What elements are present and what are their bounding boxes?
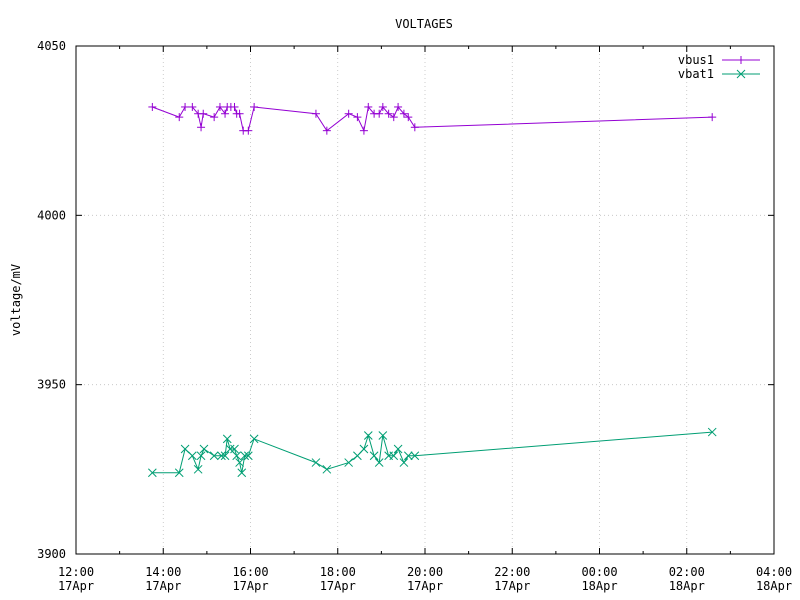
x-tick-label-date: 18Apr [581, 579, 617, 593]
x-tick-label-time: 12:00 [58, 565, 94, 579]
data-point-vbus1 [364, 102, 373, 111]
data-point-vbus1 [175, 113, 184, 122]
data-point-vbat1 [374, 458, 384, 467]
data-point-vbat1 [403, 451, 413, 461]
data-point-vbus1 [221, 109, 230, 118]
series-line-vbat1 [152, 431, 713, 474]
legend-marker-vbus1 [737, 56, 745, 64]
data-point-vbus1 [250, 102, 259, 111]
data-point-vbat1 [707, 427, 717, 437]
data-point-vbat1 [243, 451, 253, 461]
data-point-vbus1 [188, 102, 197, 111]
series-vbus1 [148, 102, 717, 135]
y-tick-label: 4050 [37, 39, 66, 53]
legend-label-vbat1: vbat1 [678, 67, 714, 81]
data-point-vbus1 [353, 113, 362, 122]
legend-marker-vbat1 [736, 69, 746, 79]
data-point-vbus1 [389, 113, 398, 122]
x-tick-label-date: 17Apr [145, 579, 181, 593]
data-point-vbat1 [209, 451, 219, 461]
data-point-vbat1 [410, 451, 420, 461]
data-point-vbat1 [311, 458, 321, 467]
data-point-vbus1 [375, 109, 384, 118]
x-tick-label-time: 14:00 [145, 565, 181, 579]
data-point-vbat1 [180, 444, 190, 454]
x-tick-label-time: 02:00 [669, 565, 705, 579]
data-point-vbus1 [399, 109, 408, 118]
data-point-vbat1 [369, 451, 379, 461]
data-point-vbat1 [230, 444, 239, 454]
x-tick-label-date: 17Apr [407, 579, 443, 593]
x-tick-label-date: 17Apr [494, 579, 530, 593]
series-vbat1 [147, 427, 717, 478]
data-point-vbus1 [404, 113, 413, 122]
data-point-vbus1 [215, 102, 224, 111]
data-point-vbus1 [311, 109, 320, 118]
data-point-vbus1 [378, 102, 387, 111]
data-point-vbat1 [217, 451, 226, 461]
data-point-vbat1 [237, 468, 247, 478]
data-point-vbat1 [147, 468, 157, 478]
data-point-vbus1 [148, 102, 157, 111]
data-point-vbus1 [384, 109, 393, 118]
x-tick-label-date: 17Apr [58, 579, 94, 593]
data-point-vbus1 [181, 102, 190, 111]
data-point-vbus1 [322, 126, 331, 135]
data-point-vbat1 [232, 451, 242, 461]
data-point-vbat1 [249, 434, 259, 444]
data-point-vbus1 [344, 109, 353, 118]
data-point-vbus1 [410, 123, 419, 132]
data-point-vbus1 [394, 102, 403, 111]
y-tick-label: 4000 [37, 208, 66, 222]
data-point-vbus1 [708, 113, 717, 122]
x-tick-label-time: 16:00 [232, 565, 268, 579]
data-point-vbat1 [322, 464, 332, 474]
chart-title: VOLTAGES [395, 17, 453, 31]
y-axis-label: voltage/mV [9, 264, 23, 336]
series-line-vbus1 [152, 105, 713, 133]
data-point-vbat1 [196, 451, 206, 461]
x-tick-label-date: 17Apr [232, 579, 268, 593]
axis-ticks: 390039504000405012:0017Apr14:0017Apr16:0… [37, 39, 792, 593]
data-point-vbus1 [235, 109, 244, 118]
x-tick-label-time: 04:00 [756, 565, 792, 579]
data-point-vbat1 [220, 451, 230, 461]
data-point-vbus1 [197, 123, 206, 132]
data-point-vbus1 [210, 113, 219, 122]
data-point-vbat1 [199, 444, 209, 454]
data-point-vbat1 [222, 434, 232, 444]
data-point-vbat1 [193, 464, 203, 474]
data-point-vbus1 [359, 126, 368, 135]
data-point-vbat1 [359, 444, 369, 454]
y-tick-label: 3900 [37, 547, 66, 561]
x-tick-label-date: 18Apr [756, 579, 792, 593]
y-tick-label: 3950 [37, 378, 66, 392]
data-point-vbat1 [363, 431, 373, 440]
data-point-vbat1 [235, 458, 244, 467]
data-point-vbat1 [399, 458, 409, 467]
data-point-vbat1 [378, 431, 388, 440]
data-point-vbus1 [230, 102, 239, 111]
data-point-vbat1 [393, 444, 403, 454]
legend-label-vbus1: vbus1 [678, 53, 714, 67]
x-tick-label-time: 20:00 [407, 565, 443, 579]
data-point-vbat1 [187, 451, 197, 461]
x-tick-label-time: 18:00 [320, 565, 356, 579]
data-point-vbus1 [199, 109, 208, 118]
x-tick-label-date: 18Apr [669, 579, 705, 593]
data-point-vbat1 [174, 468, 184, 478]
data-point-vbat1 [240, 451, 250, 461]
data-point-vbus1 [244, 126, 253, 135]
data-point-vbat1 [389, 451, 399, 461]
series-layer [147, 102, 717, 478]
x-tick-label-time: 00:00 [581, 565, 617, 579]
x-tick-label-time: 22:00 [494, 565, 530, 579]
grid-lines [76, 46, 774, 554]
x-tick-label-date: 17Apr [320, 579, 356, 593]
data-point-vbat1 [344, 458, 354, 467]
